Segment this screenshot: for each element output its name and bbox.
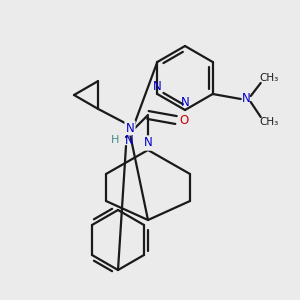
Text: N: N: [181, 95, 189, 109]
Text: CH₃: CH₃: [259, 117, 278, 127]
Text: N: N: [126, 122, 134, 134]
Text: N: N: [242, 92, 251, 106]
Text: O: O: [179, 113, 189, 127]
Text: N: N: [144, 136, 152, 149]
Text: H: H: [111, 135, 119, 145]
Text: CH₃: CH₃: [259, 73, 278, 83]
Text: N: N: [153, 80, 162, 92]
Text: N: N: [124, 134, 134, 146]
